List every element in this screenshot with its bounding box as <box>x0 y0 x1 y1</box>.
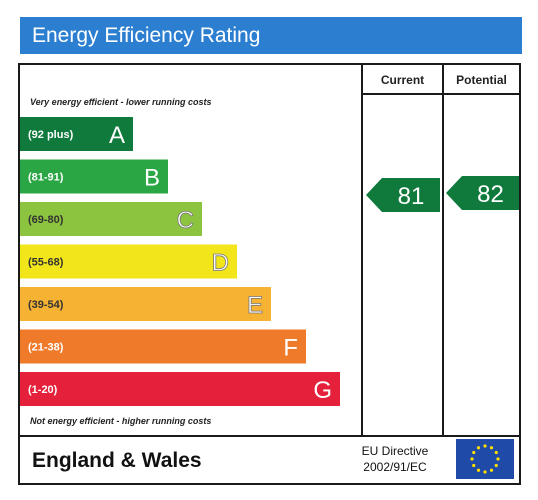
eu-star <box>494 450 498 455</box>
current-column-divider <box>361 65 363 437</box>
current-column-header: Current <box>380 73 425 87</box>
potential-rating-value: 82 <box>477 181 504 208</box>
band-letter-b: B <box>144 165 160 192</box>
footer-divider <box>20 435 519 437</box>
potential-column-divider <box>442 65 444 437</box>
band-bar-e <box>20 287 271 321</box>
band-letter-e: E <box>247 292 263 319</box>
band-bar-g <box>20 372 340 406</box>
band-letter-d: D <box>212 250 229 277</box>
band-bar-a <box>20 117 133 151</box>
eu-directive-line-1: EU Directive <box>361 444 429 458</box>
potential-column-header: Potential <box>456 73 507 87</box>
band-range-a: (92 plus) <box>28 129 74 141</box>
eu-star <box>483 444 487 448</box>
eu-star <box>472 450 476 455</box>
eu-star <box>476 446 481 450</box>
band-range-f: (21-38) <box>28 342 64 354</box>
eu-star <box>476 468 481 472</box>
potential-rating-arrow <box>446 176 519 210</box>
band-letter-c: C <box>177 207 194 234</box>
band-bar-c <box>20 202 202 236</box>
band-range-g: (1-20) <box>28 384 58 396</box>
top-efficiency-note: Very energy efficient - lower running co… <box>30 97 212 107</box>
eu-star <box>489 468 494 472</box>
eu-star <box>483 470 487 474</box>
band-range-c: (69-80) <box>28 214 64 226</box>
band-range-d: (55-68) <box>28 257 64 269</box>
eu-star <box>489 446 494 450</box>
eu-star <box>472 463 476 468</box>
band-letter-a: A <box>109 122 125 149</box>
band-range-b: (81-91) <box>28 172 64 184</box>
band-letter-f: F <box>283 335 298 362</box>
eu-directive-line-2: 2002/91/EC <box>363 460 427 474</box>
eu-star <box>494 463 498 468</box>
rating-frame: Current Potential Very energy efficient … <box>18 63 521 485</box>
eu-flag-icon <box>456 439 514 479</box>
current-rating-arrow <box>366 178 440 212</box>
chart-title: Energy Efficiency Rating <box>20 17 522 54</box>
band-range-e: (39-54) <box>28 299 64 311</box>
eu-star <box>470 457 474 461</box>
header-divider <box>361 93 519 95</box>
region-label: England & Wales <box>32 449 202 472</box>
band-bar-f <box>20 329 306 364</box>
bottom-efficiency-note: Not energy efficient - higher running co… <box>30 416 212 426</box>
band-letter-g: G <box>313 377 332 404</box>
current-rating-value: 81 <box>398 183 425 210</box>
eu-directive-label: EU Directive 2002/91/EC <box>340 443 450 475</box>
band-bar-b <box>20 159 168 194</box>
band-bar-d <box>20 244 237 279</box>
eu-star <box>496 457 500 461</box>
